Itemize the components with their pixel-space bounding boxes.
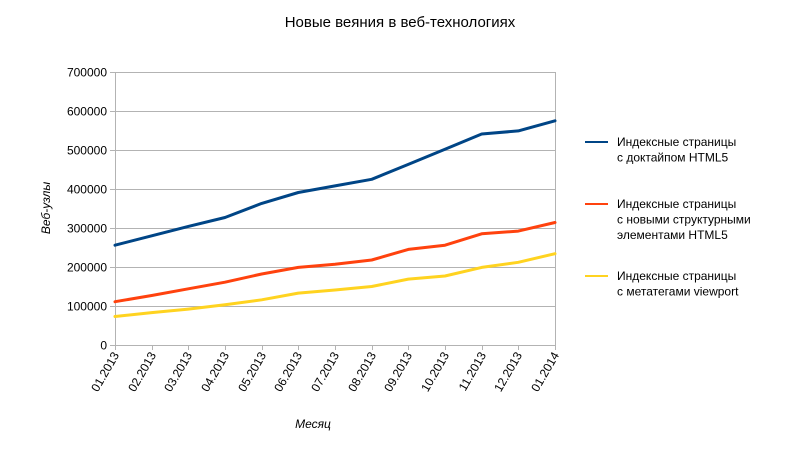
y-tick-label: 300000 <box>67 222 107 236</box>
legend-label: элементами HTML5 <box>617 228 728 242</box>
x-tick-label: 11.2013 <box>456 349 490 393</box>
legend-item-2: Индексные страницы с новыми структурнымиэ… <box>585 197 751 242</box>
x-axis-label: Месяц <box>295 417 331 431</box>
y-axis-ticks: 0 100000 200000 300000 400000 500000 600000 700… <box>67 66 115 353</box>
legend-item-1: Индексные страницы с доктайпом HTML5 <box>585 135 736 165</box>
y-tick-label: 200000 <box>67 261 107 275</box>
x-tick-label: 03.2013 <box>161 349 195 394</box>
data-series <box>113 119 557 318</box>
legend-label: с метатегами viewport <box>617 285 739 299</box>
legend-label: Индексные страницы <box>617 197 736 211</box>
x-tick-label: 12.2013 <box>491 349 525 394</box>
x-tick-label: 01.2013 <box>88 349 122 394</box>
x-tick-label: 04.2013 <box>198 349 232 394</box>
series-line-2 <box>113 221 557 304</box>
x-tick-label: 10.2013 <box>418 349 452 394</box>
y-axis-label: Веб-узлы <box>39 182 53 235</box>
x-tick-label: 05.2013 <box>235 349 269 394</box>
series-line-3 <box>113 252 557 318</box>
y-tick-label: 400000 <box>67 183 107 197</box>
y-tick-label: 600000 <box>67 105 107 119</box>
x-tick-label: 07.2013 <box>308 349 342 394</box>
legend-label: с доктайпом HTML5 <box>617 151 729 165</box>
chart-title: Новые веяния в веб-технологиях <box>285 14 516 31</box>
x-tick-label: 01.2014 <box>528 349 562 394</box>
y-tick-label: 500000 <box>67 144 107 158</box>
x-tick-label: 06.2013 <box>271 349 305 394</box>
y-tick-label: 700000 <box>67 66 107 80</box>
x-tick-label: 09.2013 <box>381 349 415 394</box>
axes <box>110 72 556 350</box>
gridlines <box>115 72 555 346</box>
legend-label: Индексные страницы <box>617 135 736 149</box>
legend-label: с новыми структурными <box>617 213 751 227</box>
x-tick-label: 08.2013 <box>345 349 379 394</box>
y-tick-label: 100000 <box>67 300 107 314</box>
legend-item-3: Индексные страницы с метатегами viewport <box>585 269 739 299</box>
legend-label: Индексные страницы <box>617 269 736 283</box>
x-tick-label: 02.2013 <box>125 349 159 394</box>
y-tick-label: 0 <box>100 339 107 353</box>
series-line-1 <box>113 119 557 247</box>
x-axis-ticks: 01.2013 02.2013 03.2013 04.2013 05.2013 06.20… <box>88 345 562 394</box>
